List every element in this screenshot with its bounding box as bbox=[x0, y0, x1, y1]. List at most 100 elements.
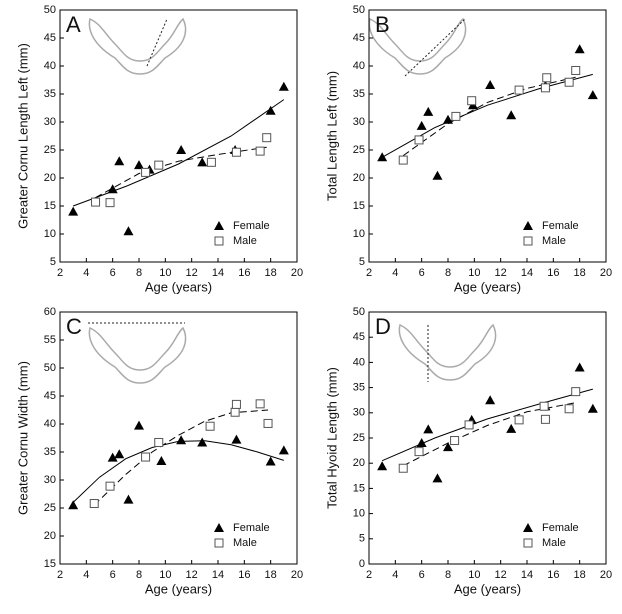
data-point bbox=[176, 145, 187, 154]
data-point bbox=[230, 407, 240, 417]
legend-label: Female bbox=[542, 220, 579, 232]
data-point bbox=[68, 206, 79, 216]
legend-label: Female bbox=[233, 522, 270, 534]
data-point bbox=[506, 423, 517, 433]
data-point bbox=[114, 449, 125, 459]
data-point bbox=[450, 436, 460, 446]
y-tick-label: 25 bbox=[353, 432, 365, 444]
data-point bbox=[68, 500, 79, 510]
x-tick-label: 8 bbox=[136, 569, 142, 581]
data-point bbox=[141, 452, 151, 462]
y-tick-label: 15 bbox=[44, 200, 56, 212]
data-point bbox=[398, 463, 408, 473]
data-point bbox=[265, 105, 276, 115]
x-tick-label: 10 bbox=[468, 267, 480, 279]
data-point bbox=[278, 81, 289, 91]
legend-label: Male bbox=[542, 537, 566, 549]
legend-label: Female bbox=[233, 220, 270, 232]
x-tick-label: 2 bbox=[57, 267, 63, 279]
x-tick-label: 20 bbox=[600, 569, 612, 581]
x-tick-label: 4 bbox=[83, 267, 89, 279]
y-tick-label: 20 bbox=[353, 457, 365, 469]
y-tick-label: 5 bbox=[50, 256, 56, 268]
y-tick-label: 60 bbox=[44, 306, 56, 318]
y-tick-label: 25 bbox=[44, 502, 56, 514]
data-point bbox=[154, 160, 164, 170]
data-point bbox=[156, 455, 167, 465]
x-tick-label: 6 bbox=[419, 569, 425, 581]
y-axis-label: Total Length Left (mm) bbox=[324, 71, 339, 201]
x-tick-label: 4 bbox=[392, 569, 398, 581]
x-tick-label: 14 bbox=[521, 569, 533, 581]
y-tick-label: 40 bbox=[44, 418, 56, 430]
y-tick-label: 10 bbox=[353, 228, 365, 240]
panel-label: A bbox=[66, 12, 81, 37]
y-tick-label: 35 bbox=[44, 88, 56, 100]
x-tick-label: 6 bbox=[110, 267, 116, 279]
panel-label: B bbox=[375, 12, 390, 37]
trend-line bbox=[381, 388, 593, 462]
y-tick-label: 20 bbox=[353, 172, 365, 184]
x-tick-label: 18 bbox=[574, 267, 586, 279]
data-point bbox=[89, 499, 99, 509]
data-point bbox=[432, 170, 443, 180]
data-point bbox=[451, 111, 461, 121]
panel-label: D bbox=[375, 314, 391, 339]
x-tick-label: 18 bbox=[265, 267, 277, 279]
x-tick-label: 8 bbox=[136, 267, 142, 279]
data-point bbox=[514, 415, 524, 425]
data-point bbox=[443, 114, 453, 124]
data-point bbox=[197, 157, 208, 167]
y-tick-label: 50 bbox=[353, 4, 365, 16]
data-point bbox=[105, 198, 115, 208]
y-tick-label: 40 bbox=[353, 356, 365, 368]
data-point bbox=[265, 456, 276, 466]
x-tick-label: 14 bbox=[521, 267, 533, 279]
x-tick-label: 2 bbox=[366, 267, 372, 279]
data-point bbox=[197, 437, 208, 447]
x-tick-label: 16 bbox=[238, 267, 250, 279]
x-tick-label: 12 bbox=[186, 569, 198, 581]
data-point bbox=[423, 424, 434, 434]
y-tick-label: 20 bbox=[44, 530, 56, 542]
x-tick-label: 12 bbox=[495, 267, 507, 279]
data-point bbox=[206, 157, 216, 167]
y-tick-label: 10 bbox=[44, 228, 56, 240]
data-point bbox=[231, 434, 242, 444]
x-axis-label: Age (years) bbox=[454, 581, 521, 596]
y-tick-label: 25 bbox=[353, 144, 365, 156]
data-point bbox=[464, 420, 474, 430]
data-point bbox=[105, 481, 115, 491]
x-tick-label: 4 bbox=[392, 267, 398, 279]
y-tick-label: 50 bbox=[353, 306, 365, 318]
y-tick-label: 5 bbox=[359, 256, 365, 268]
data-point bbox=[141, 167, 151, 177]
data-point bbox=[107, 452, 118, 462]
x-tick-label: 8 bbox=[445, 267, 451, 279]
y-axis-label: Greater Cornu Length Left (mm) bbox=[15, 43, 30, 229]
x-axis-label: Age (years) bbox=[145, 279, 212, 294]
y-tick-label: 15 bbox=[353, 482, 365, 494]
x-tick-label: 12 bbox=[495, 569, 507, 581]
trend-line bbox=[95, 146, 267, 199]
data-point bbox=[587, 90, 598, 100]
x-tick-label: 10 bbox=[159, 267, 171, 279]
x-tick-label: 16 bbox=[238, 569, 250, 581]
data-point bbox=[377, 152, 388, 162]
data-point bbox=[205, 421, 215, 431]
data-point bbox=[123, 494, 134, 504]
y-tick-label: 30 bbox=[44, 474, 56, 486]
data-point bbox=[414, 447, 424, 457]
y-axis-label: Total Hyoid Length (mm) bbox=[324, 367, 339, 509]
data-point bbox=[574, 362, 585, 372]
legend-label: Female bbox=[542, 522, 579, 534]
legend-marker bbox=[214, 221, 224, 230]
x-tick-label: 8 bbox=[445, 569, 451, 581]
y-tick-label: 20 bbox=[44, 172, 56, 184]
data-point bbox=[587, 403, 598, 413]
y-tick-label: 40 bbox=[44, 60, 56, 72]
x-tick-label: 14 bbox=[212, 569, 224, 581]
data-point bbox=[123, 226, 134, 236]
data-point bbox=[278, 445, 289, 455]
data-point bbox=[114, 156, 125, 166]
